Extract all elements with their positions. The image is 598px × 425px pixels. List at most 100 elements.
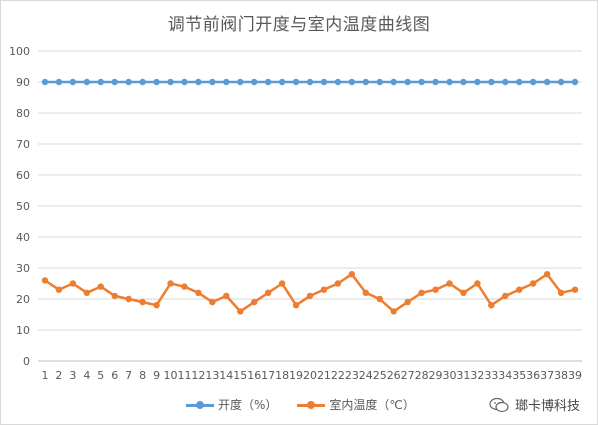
- data-point[interactable]: [83, 78, 91, 86]
- data-point[interactable]: [502, 292, 509, 300]
- data-point[interactable]: [460, 78, 467, 86]
- data-point[interactable]: [55, 78, 63, 86]
- data-point[interactable]: [153, 302, 160, 309]
- x-tick-label: 2: [55, 369, 62, 382]
- data-point[interactable]: [292, 302, 300, 309]
- data-point[interactable]: [195, 289, 202, 296]
- data-point[interactable]: [97, 78, 104, 86]
- legend-item-opening[interactable]: 开度（%）: [186, 396, 277, 413]
- data-point[interactable]: [334, 280, 342, 287]
- data-point[interactable]: [446, 280, 453, 287]
- data-point[interactable]: [529, 78, 537, 86]
- data-point[interactable]: [557, 78, 565, 86]
- data-point[interactable]: [516, 286, 523, 293]
- wechat-icon: [489, 397, 509, 412]
- x-tick-label: 11: [177, 369, 191, 382]
- x-tick-label: 25: [373, 369, 387, 382]
- x-tick-label: 21: [317, 369, 331, 382]
- data-point[interactable]: [209, 298, 216, 306]
- data-point[interactable]: [237, 78, 244, 86]
- data-point[interactable]: [181, 78, 188, 86]
- data-point[interactable]: [139, 78, 146, 86]
- data-point[interactable]: [167, 78, 174, 86]
- data-point[interactable]: [111, 292, 118, 300]
- data-point[interactable]: [83, 289, 91, 296]
- data-point[interactable]: [167, 280, 174, 287]
- data-point[interactable]: [543, 78, 551, 86]
- data-point[interactable]: [362, 289, 369, 296]
- data-point[interactable]: [390, 78, 397, 86]
- series-1: [41, 271, 579, 315]
- data-point[interactable]: [348, 271, 356, 278]
- legend-label-temperature: 室内温度（℃）: [329, 398, 415, 412]
- data-point[interactable]: [278, 78, 286, 86]
- data-point[interactable]: [474, 280, 481, 287]
- y-tick-label: 60: [16, 169, 30, 182]
- data-point[interactable]: [223, 292, 230, 300]
- data-point[interactable]: [153, 78, 160, 86]
- data-point[interactable]: [348, 78, 356, 86]
- data-point[interactable]: [223, 78, 230, 86]
- x-tick-label: 22: [331, 369, 345, 382]
- data-point[interactable]: [139, 298, 146, 306]
- x-tick-label: 37: [540, 369, 554, 382]
- data-point[interactable]: [529, 280, 537, 287]
- data-point[interactable]: [460, 289, 467, 296]
- series-layer: [41, 78, 579, 315]
- data-point[interactable]: [362, 78, 369, 86]
- data-point[interactable]: [251, 78, 258, 86]
- data-point[interactable]: [181, 283, 188, 290]
- data-point[interactable]: [195, 78, 202, 86]
- data-point[interactable]: [432, 78, 439, 86]
- legend-item-temperature[interactable]: 室内温度（℃）: [297, 396, 415, 413]
- data-point[interactable]: [418, 289, 425, 296]
- data-point[interactable]: [292, 78, 300, 86]
- data-point[interactable]: [334, 78, 342, 86]
- x-tick-label: 20: [303, 369, 317, 382]
- data-point[interactable]: [474, 78, 481, 86]
- data-point[interactable]: [320, 286, 328, 293]
- data-point[interactable]: [111, 78, 118, 86]
- data-point[interactable]: [516, 78, 523, 86]
- data-point[interactable]: [125, 78, 132, 86]
- data-point[interactable]: [69, 280, 77, 287]
- data-point[interactable]: [571, 286, 579, 293]
- data-point[interactable]: [306, 292, 314, 300]
- data-point[interactable]: [488, 302, 495, 309]
- data-point[interactable]: [432, 286, 439, 293]
- x-tick-label: 18: [275, 369, 289, 382]
- data-point[interactable]: [446, 78, 453, 86]
- x-tick-label: 6: [111, 369, 118, 382]
- data-point[interactable]: [418, 78, 425, 86]
- data-point[interactable]: [306, 78, 314, 86]
- x-tick-label: 30: [442, 369, 456, 382]
- data-point[interactable]: [376, 78, 383, 86]
- data-point[interactable]: [55, 286, 63, 293]
- legend-swatch-temperature: [297, 400, 326, 410]
- data-point[interactable]: [404, 298, 411, 306]
- data-point[interactable]: [97, 283, 104, 290]
- data-point[interactable]: [502, 78, 509, 86]
- grid-layer: [38, 50, 582, 362]
- data-point[interactable]: [571, 78, 579, 86]
- data-point[interactable]: [320, 78, 328, 86]
- y-tick-label: 0: [23, 355, 30, 368]
- data-point[interactable]: [41, 78, 49, 86]
- data-point[interactable]: [69, 78, 77, 86]
- data-point[interactable]: [278, 280, 286, 287]
- data-point[interactable]: [404, 78, 411, 86]
- data-point[interactable]: [376, 295, 383, 303]
- data-point[interactable]: [488, 78, 495, 86]
- data-point[interactable]: [543, 271, 551, 278]
- data-point[interactable]: [209, 78, 216, 86]
- data-point[interactable]: [264, 289, 272, 296]
- data-point[interactable]: [251, 298, 258, 306]
- watermark-text: 瑯卡博科技: [514, 399, 580, 414]
- data-point[interactable]: [237, 308, 244, 315]
- data-point[interactable]: [390, 308, 397, 315]
- data-point[interactable]: [125, 295, 132, 303]
- data-point[interactable]: [264, 78, 272, 86]
- data-point[interactable]: [557, 289, 565, 296]
- data-point[interactable]: [41, 277, 49, 284]
